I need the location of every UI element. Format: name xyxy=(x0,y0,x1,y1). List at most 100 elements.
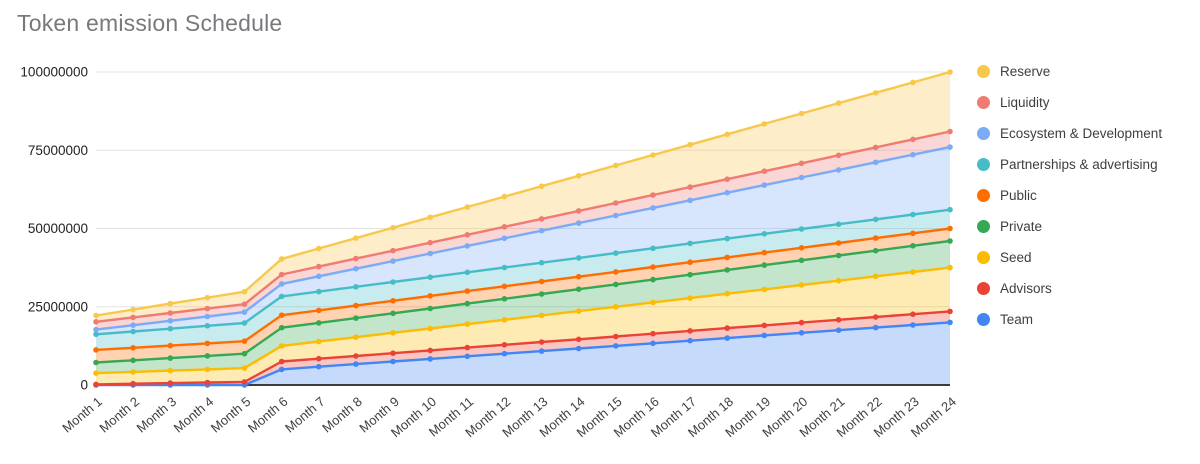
data-point xyxy=(613,250,619,256)
data-point xyxy=(241,338,248,345)
data-point xyxy=(910,311,916,318)
data-point xyxy=(947,319,953,326)
data-point xyxy=(872,216,879,223)
data-point xyxy=(947,144,953,150)
y-axis-tick-label: 25000000 xyxy=(28,299,88,314)
data-point xyxy=(278,293,285,300)
legend-item-reserve[interactable]: Reserve xyxy=(977,56,1162,87)
legend-item-team[interactable]: Team xyxy=(977,304,1162,335)
legend-item-partnerships-advertising[interactable]: Partnerships & advertising xyxy=(977,149,1162,180)
data-point xyxy=(835,221,842,227)
data-point xyxy=(724,131,730,138)
data-point xyxy=(650,330,656,337)
data-point xyxy=(93,319,99,325)
data-point xyxy=(687,240,693,247)
data-point xyxy=(501,264,508,271)
legend-item-public[interactable]: Public xyxy=(977,180,1162,211)
data-point xyxy=(872,247,879,254)
legend-label: Public xyxy=(1000,188,1037,203)
y-axis-tick-label: 0 xyxy=(80,378,88,393)
x-axis-tick-label: Month 7 xyxy=(282,394,328,436)
data-point xyxy=(687,328,693,334)
data-point xyxy=(724,235,730,242)
data-point xyxy=(93,326,99,333)
data-point xyxy=(316,288,322,295)
data-point xyxy=(464,300,471,307)
data-point xyxy=(724,325,730,331)
legend-label: Partnerships & advertising xyxy=(1000,157,1158,172)
data-point xyxy=(947,238,953,244)
data-point xyxy=(316,273,322,280)
data-point xyxy=(538,291,545,297)
data-point xyxy=(835,317,842,323)
data-point xyxy=(427,274,434,281)
data-point xyxy=(241,350,248,357)
data-point xyxy=(390,310,396,317)
data-point xyxy=(761,231,768,237)
data-point xyxy=(316,363,322,370)
data-point xyxy=(613,212,619,219)
data-point xyxy=(353,255,359,262)
legend-color-dot xyxy=(977,220,990,233)
data-point xyxy=(538,278,545,285)
data-point xyxy=(761,249,768,256)
legend-item-advisors[interactable]: Advisors xyxy=(977,273,1162,304)
data-point xyxy=(910,230,916,237)
legend-color-dot xyxy=(977,127,990,140)
data-point xyxy=(427,214,434,221)
data-point xyxy=(464,344,471,351)
data-point xyxy=(241,365,248,371)
data-point xyxy=(167,310,174,316)
data-point xyxy=(650,192,656,198)
data-point xyxy=(427,293,434,299)
data-point xyxy=(650,245,656,252)
data-point xyxy=(538,183,545,189)
legend-label: Seed xyxy=(1000,250,1032,265)
legend-item-private[interactable]: Private xyxy=(977,211,1162,242)
legend-item-ecosystem-development[interactable]: Ecosystem & Development xyxy=(977,118,1162,149)
x-axis-tick-label: Month 6 xyxy=(245,394,291,436)
data-point xyxy=(613,281,619,288)
data-point xyxy=(687,295,693,301)
data-point xyxy=(575,173,582,179)
data-point xyxy=(724,267,730,273)
series-line-private xyxy=(94,239,952,364)
data-point xyxy=(353,353,359,359)
data-point xyxy=(724,189,730,196)
legend-item-liquidity[interactable]: Liquidity xyxy=(977,87,1162,118)
data-point xyxy=(910,322,916,328)
data-point xyxy=(353,235,359,241)
data-point xyxy=(538,227,545,234)
data-point xyxy=(575,208,582,214)
data-point xyxy=(130,314,136,321)
data-point xyxy=(390,258,396,264)
data-point xyxy=(650,264,656,270)
data-point xyxy=(613,333,619,340)
data-point xyxy=(798,330,805,336)
data-point xyxy=(724,335,730,341)
data-point xyxy=(130,306,136,313)
data-point xyxy=(353,265,359,272)
legend-item-seed[interactable]: Seed xyxy=(977,242,1162,273)
data-point xyxy=(798,245,805,251)
data-point xyxy=(761,332,768,339)
data-point xyxy=(464,204,471,210)
data-point xyxy=(910,269,916,275)
data-point xyxy=(278,366,285,373)
data-point xyxy=(724,254,730,261)
data-point xyxy=(910,136,916,143)
data-point xyxy=(204,294,211,301)
y-axis-tick-label: 100000000 xyxy=(20,65,88,80)
data-point xyxy=(464,353,471,360)
legend-color-dot xyxy=(977,251,990,264)
series-line-liquidity xyxy=(94,130,952,323)
data-point xyxy=(798,257,805,264)
data-point xyxy=(575,255,582,261)
data-point xyxy=(93,370,99,376)
series-line-reserve xyxy=(94,70,952,317)
data-point xyxy=(353,284,359,290)
data-point xyxy=(687,141,693,148)
data-point xyxy=(947,128,953,135)
data-point xyxy=(761,322,768,329)
legend-color-dot xyxy=(977,65,990,78)
